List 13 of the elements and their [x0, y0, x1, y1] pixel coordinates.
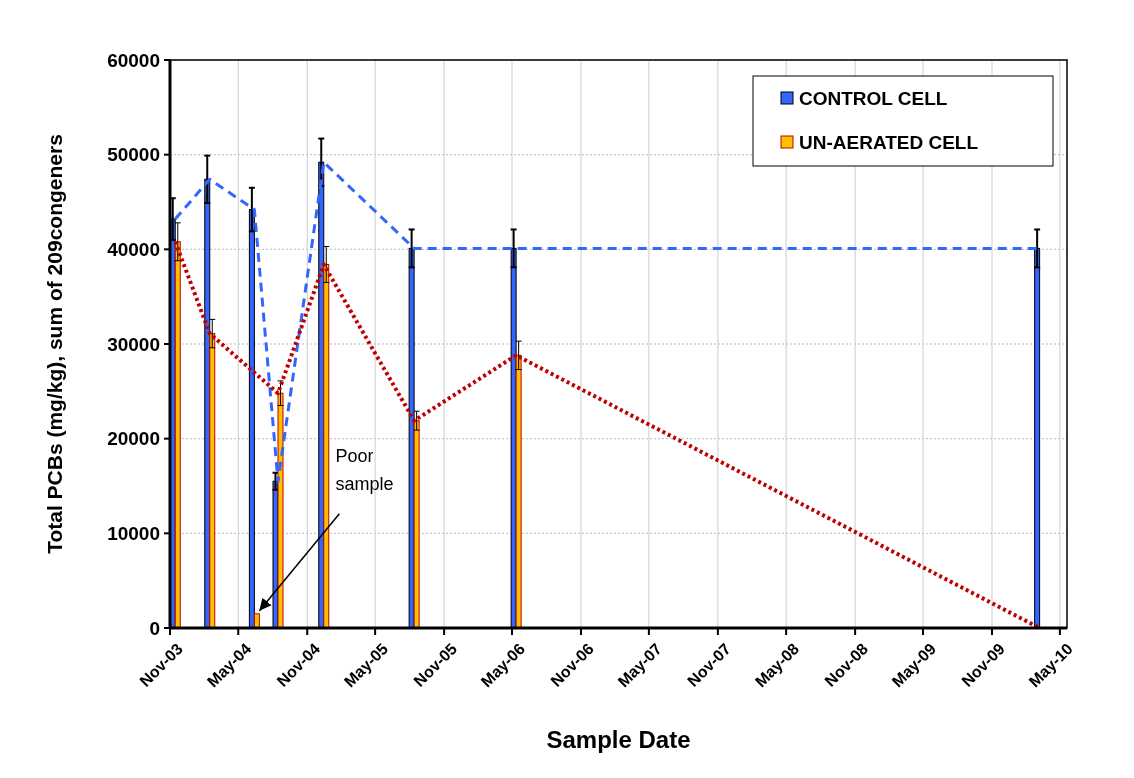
y-tick-label: 0: [149, 617, 160, 639]
y-tick-label: 30000: [107, 333, 160, 355]
bar: [253, 613, 260, 629]
y-axis-title: Total PCBs (mg/kg), sum of 209congeners: [43, 134, 66, 554]
x-axis-title: Sample Date: [546, 726, 691, 753]
y-tick-label: 60000: [107, 49, 160, 71]
annotation: Poor sample: [335, 445, 394, 494]
y-tick-label: 40000: [107, 238, 160, 260]
y-tick-label: 20000: [107, 428, 160, 450]
legend-label: UN-AERATED CELL: [799, 131, 979, 153]
y-tick-label: 10000: [107, 522, 160, 544]
legend-label: CONTROL CELL: [799, 87, 948, 109]
y-tick-label: 50000: [107, 144, 160, 166]
